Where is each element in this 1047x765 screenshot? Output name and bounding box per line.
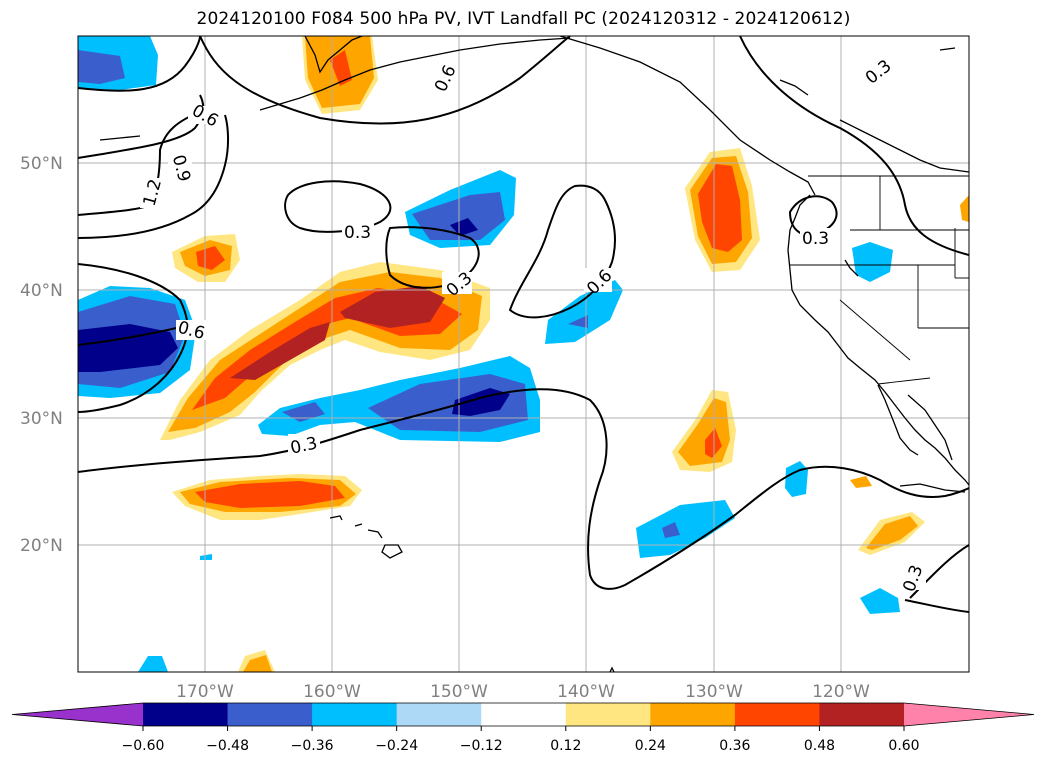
lat-label: 50°N — [20, 154, 63, 174]
latitude-labels: 50°N 40°N 30°N 20°N — [20, 154, 63, 556]
colorbar-extend-max — [904, 703, 1034, 726]
graticule — [78, 36, 969, 672]
colorbar-tick-label: 0.48 — [804, 738, 835, 754]
contour-label: 0.3 — [802, 229, 829, 249]
colorbar-segment — [481, 703, 567, 726]
map-title: 2024120100 F084 500 hPa PV, IVT Landfall… — [196, 9, 851, 29]
colorbar-extend-min — [12, 703, 143, 726]
colorbar-tick-label: 0.12 — [550, 738, 581, 754]
coastlines — [99, 36, 969, 672]
colorbar-tick-label: −0.24 — [375, 738, 418, 754]
lat-label: 40°N — [20, 281, 63, 301]
colorbar-segment — [819, 703, 905, 726]
colorbar-tick-label: −0.60 — [122, 738, 165, 754]
colorbar-segment — [227, 703, 313, 726]
colorbar-segment — [396, 703, 482, 726]
lon-label: 170°W — [176, 682, 234, 702]
colorbar-tick-label: 0.60 — [888, 738, 919, 754]
colorbar-segment — [565, 703, 651, 726]
colorbar-segment — [312, 703, 398, 726]
lat-label: 30°N — [20, 409, 63, 429]
lon-label: 140°W — [557, 682, 615, 702]
colorbar-tick-label: −0.12 — [460, 738, 503, 754]
colorbar: −0.60 −0.48 −0.36 −0.24 −0.12 0.12 0.24 0.36 0.4… — [11, 702, 1035, 754]
lon-label: 120°W — [812, 682, 870, 702]
contour-label: 0.3 — [344, 223, 371, 243]
state-borders — [790, 175, 969, 385]
lon-label: 150°W — [430, 682, 488, 702]
colorbar-segment — [143, 703, 229, 726]
longitude-labels: 170°W 160°W 150°W 140°W 130°W 120°W — [176, 682, 870, 702]
colorbar-tick-label: −0.36 — [291, 738, 334, 754]
lat-label: 20°N — [20, 536, 63, 556]
colorbar-segment — [650, 703, 736, 726]
colorbar-segment — [734, 703, 820, 726]
colorbar-tick-label: 0.24 — [635, 738, 666, 754]
lon-label: 160°W — [303, 682, 361, 702]
map-plot-area: 0.6 0.9 1.2 0.6 0.3 0.3 0.6 0.6 0.3 0.3 … — [78, 36, 969, 672]
colorbar-tick-label: 0.36 — [719, 738, 750, 754]
lon-label: 130°W — [685, 682, 743, 702]
plot-frame — [77, 35, 970, 673]
colorbar-tick-label: −0.48 — [206, 738, 249, 754]
